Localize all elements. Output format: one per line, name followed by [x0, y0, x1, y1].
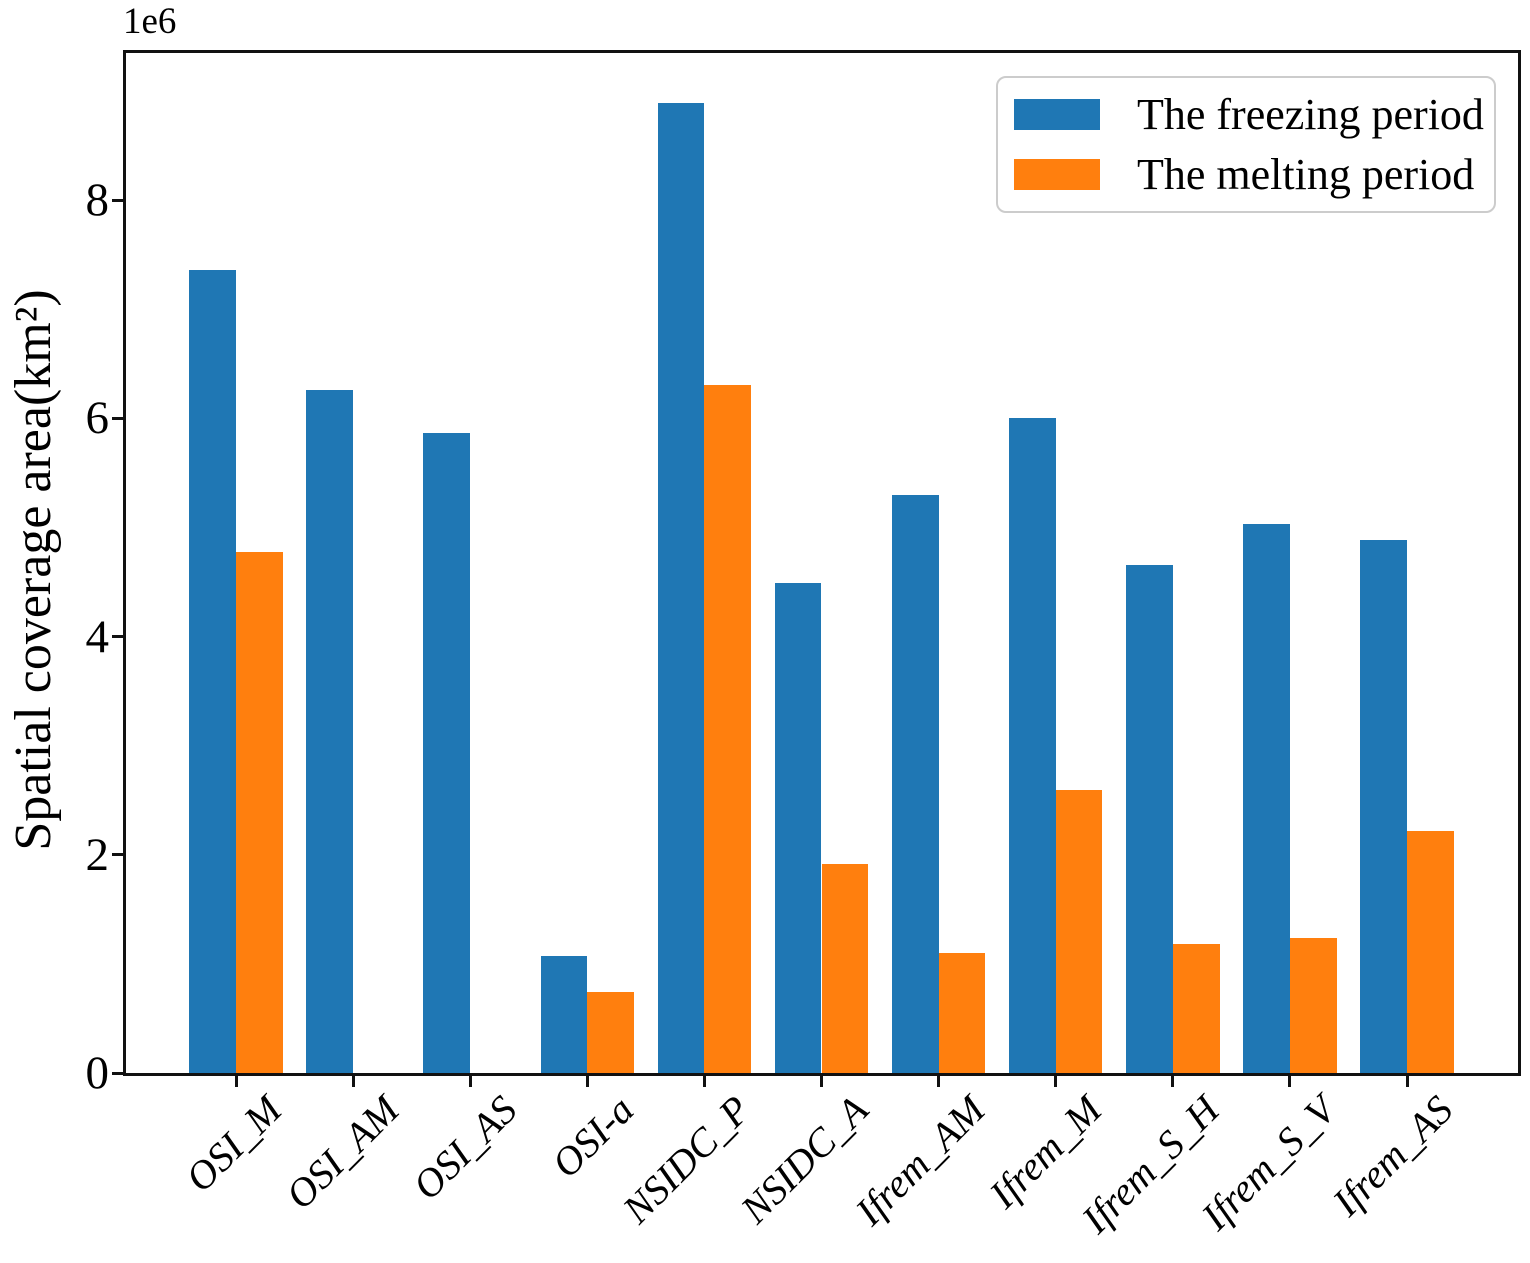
y-tick-label-8: 8: [85, 174, 110, 227]
bar-the-freezing-period-osi-am: [306, 390, 354, 1073]
bar-the-melting-period-ifrem-s-h: [1172, 944, 1220, 1073]
x-tick-osi-am: [351, 1073, 355, 1087]
x-tick-label-osi-am: OSI_AM: [276, 1086, 408, 1218]
bar-the-freezing-period-ifrem-s-h: [1126, 564, 1173, 1073]
bar-the-freezing-period-osi-a: [540, 956, 588, 1073]
bar-the-melting-period-ifrem-s-v: [1289, 937, 1337, 1073]
bar-the-freezing-period-ifrem-s-v: [1243, 524, 1290, 1073]
legend-entry-the-melting-period: The melting period: [1014, 149, 1494, 199]
x-tick-ifrem-s-v: [1288, 1073, 1292, 1087]
y-tick-2: [112, 853, 126, 857]
y-axis-offset-text: 1e6: [123, 1, 177, 42]
x-tick-nsidc-p: [702, 1073, 706, 1087]
y-tick-8: [112, 198, 126, 202]
bar-the-freezing-period-nsidc-p: [657, 103, 705, 1073]
x-tick-label-osi-as: OSI_AS: [403, 1086, 525, 1209]
bar-the-melting-period-osi-m: [236, 551, 283, 1073]
x-tick-label-osi-m: OSI_M: [177, 1086, 291, 1201]
bar-the-freezing-period-ifrem-m: [1008, 418, 1056, 1073]
x-tick-label-ifrem-as: Ifrem_AS: [1324, 1086, 1462, 1225]
x-tick-label-osi-a: OSI-a: [542, 1086, 642, 1187]
bar-the-melting-period-nsidc-p: [704, 384, 752, 1073]
x-tick-ifrem-as: [1405, 1073, 1409, 1087]
y-tick-label-4: 4: [85, 610, 110, 663]
legend-label-the-freezing-period: The freezing period: [1137, 89, 1484, 139]
y-tick-6: [112, 416, 126, 420]
bar-the-melting-period-ifrem-m: [1055, 790, 1103, 1073]
y-tick-4: [112, 635, 126, 639]
x-tick-label-nsidc-p: NSIDC_P: [614, 1086, 760, 1232]
legend-swatch-the-melting-period: [1014, 159, 1100, 190]
bar-the-melting-period-ifrem-am: [938, 953, 986, 1073]
plot-area: The freezing period The melting period 0 2…: [86, 50, 1521, 1242]
y-tick-0: [112, 1071, 126, 1075]
bar-the-melting-period-ifrem-as: [1407, 830, 1454, 1073]
x-tick-label-ifrem-am: Ifrem_AM: [846, 1086, 994, 1234]
bar-the-freezing-period-ifrem-as: [1360, 539, 1407, 1073]
bar-the-melting-period-nsidc-a: [821, 863, 869, 1073]
legend-label-the-melting-period: The melting period: [1137, 149, 1475, 199]
x-tick-osi-as: [468, 1073, 472, 1087]
bar-the-freezing-period-nsidc-a: [774, 583, 822, 1073]
bar-the-melting-period-osi-a: [587, 992, 635, 1073]
x-tick-ifrem-am: [937, 1073, 941, 1087]
legend: The freezing period The melting period: [996, 76, 1496, 213]
y-tick-label-2: 2: [85, 828, 110, 881]
x-tick-ifrem-m: [1054, 1073, 1058, 1087]
legend-entry-the-freezing-period: The freezing period: [1014, 89, 1494, 139]
x-tick-osi-a: [585, 1073, 589, 1087]
legend-swatch-the-freezing-period: [1014, 99, 1100, 130]
x-tick-nsidc-a: [820, 1073, 823, 1087]
x-tick-osi-m: [234, 1073, 238, 1087]
x-tick-ifrem-s-h: [1171, 1073, 1175, 1087]
y-tick-label-0: 0: [85, 1047, 110, 1099]
y-axis-label: Spatial coverage area(km²): [5, 289, 62, 851]
y-tick-label-6: 6: [85, 392, 110, 445]
bar-the-freezing-period-osi-m: [189, 270, 236, 1073]
bar-the-freezing-period-ifrem-am: [891, 494, 939, 1073]
bar-the-freezing-period-osi-as: [423, 432, 471, 1073]
